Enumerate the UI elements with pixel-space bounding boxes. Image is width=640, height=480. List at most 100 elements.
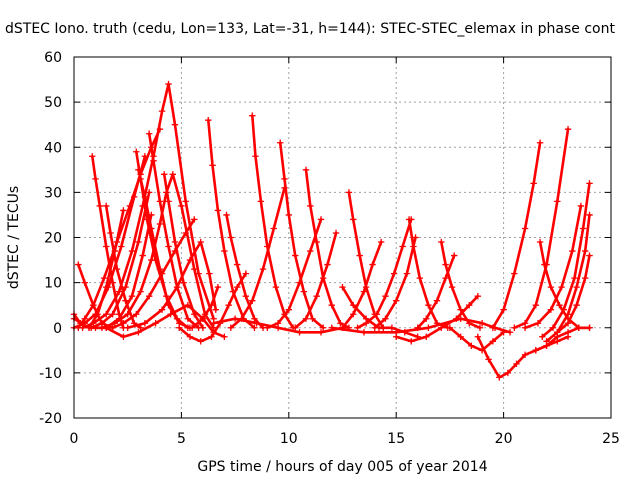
data-point	[186, 333, 194, 340]
data-point	[111, 320, 119, 327]
series-line	[448, 326, 505, 352]
x-tick-label: 15	[387, 431, 405, 447]
data-point	[120, 333, 127, 340]
data-point	[511, 270, 518, 277]
data-point	[257, 198, 265, 205]
data-point	[209, 162, 216, 169]
data-point	[229, 288, 237, 295]
data-point	[423, 315, 430, 322]
data-point	[251, 324, 258, 331]
series-17	[124, 238, 219, 331]
data-point	[408, 338, 415, 345]
data-point	[324, 261, 331, 268]
data-point	[139, 252, 146, 259]
y-tick-label: 30	[44, 185, 62, 201]
data-point	[573, 283, 580, 291]
data-series	[70, 80, 593, 381]
series-line	[111, 218, 196, 330]
data-point	[182, 229, 189, 237]
data-point	[405, 216, 413, 223]
data-point	[476, 324, 484, 331]
series-28	[188, 283, 222, 331]
data-point	[214, 283, 222, 291]
data-point	[586, 211, 593, 219]
data-point	[128, 247, 136, 255]
series-41	[489, 139, 544, 331]
plot-frame	[73, 56, 612, 419]
data-point	[399, 243, 406, 250]
data-point	[554, 333, 561, 340]
data-point	[167, 311, 174, 318]
data-point	[158, 306, 166, 313]
data-point	[135, 329, 142, 336]
data-point	[206, 270, 213, 277]
data-point	[579, 225, 587, 232]
data-point	[356, 252, 363, 259]
data-point	[133, 148, 140, 155]
data-point	[161, 171, 168, 178]
data-point	[575, 324, 582, 331]
data-point	[178, 202, 185, 210]
data-point	[564, 126, 572, 133]
data-point	[292, 324, 299, 331]
data-point	[457, 306, 464, 313]
data-point	[115, 311, 123, 318]
data-point	[532, 301, 540, 309]
data-point	[197, 238, 204, 246]
data-point	[511, 324, 518, 331]
x-tick-label: 5	[177, 431, 186, 447]
data-point	[90, 320, 97, 327]
data-point	[300, 288, 308, 295]
data-point	[141, 193, 149, 201]
y-tick-label: -20	[39, 411, 62, 427]
data-point	[485, 356, 492, 363]
data-point	[500, 329, 507, 336]
data-point	[438, 238, 445, 246]
data-point	[571, 274, 578, 282]
data-point	[521, 324, 529, 331]
data-point	[309, 315, 316, 322]
data-point	[425, 301, 432, 309]
data-point	[433, 297, 441, 304]
data-point	[103, 324, 110, 331]
data-point	[89, 153, 96, 160]
data-point	[103, 243, 110, 250]
data-point	[107, 229, 114, 237]
data-point	[360, 288, 368, 295]
data-point	[369, 261, 376, 268]
series-9	[75, 261, 116, 331]
data-point	[307, 247, 314, 255]
data-point	[205, 116, 212, 124]
series-line	[126, 240, 218, 330]
data-point	[281, 184, 288, 192]
series-line	[225, 213, 265, 330]
data-point	[577, 202, 585, 210]
data-point	[253, 320, 260, 327]
data-point	[171, 121, 179, 128]
series-10	[89, 153, 127, 331]
series-line	[251, 114, 295, 330]
data-point	[513, 360, 520, 368]
data-point	[556, 301, 563, 309]
data-point	[586, 252, 593, 259]
data-point	[438, 324, 445, 331]
data-point	[496, 374, 503, 381]
data-point	[145, 130, 153, 137]
data-point	[234, 261, 241, 268]
y-tick-label: 60	[44, 50, 62, 66]
data-point	[569, 247, 576, 255]
data-point	[277, 139, 284, 146]
series-20	[223, 211, 267, 331]
data-point	[377, 238, 385, 246]
series-line	[265, 218, 323, 330]
data-point	[128, 292, 136, 300]
data-point	[176, 324, 183, 331]
data-point	[231, 315, 239, 322]
series-line	[476, 335, 570, 379]
data-point	[145, 189, 153, 196]
data-point	[150, 157, 157, 164]
chart-title: dSTEC Iono. truth (cedu, Lon=133, Lat=-3…	[5, 21, 615, 37]
data-point	[191, 265, 198, 273]
data-point	[92, 175, 99, 183]
data-point	[113, 265, 121, 273]
